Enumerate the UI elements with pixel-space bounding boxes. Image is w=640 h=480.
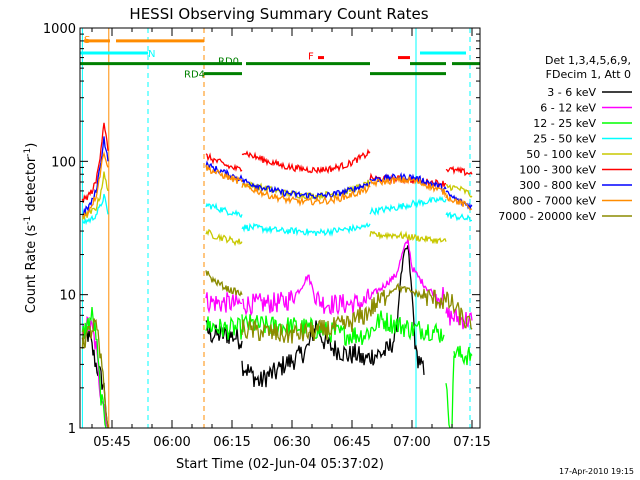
series-line-100-300-kev — [205, 152, 243, 172]
y-tick-label: 100 — [51, 155, 76, 170]
legend-header-2: FDecim 1, Att 0 — [546, 68, 631, 81]
x-tick-label: 07:15 — [453, 435, 490, 450]
series-line-25-50-kev — [81, 193, 109, 226]
x-tick-label: 06:45 — [333, 435, 370, 450]
x-tick-label: 06:00 — [153, 435, 190, 450]
status-flags — [80, 39, 480, 76]
series-line-800-7000-kev — [241, 182, 371, 207]
series-line-300-800-kev — [241, 177, 371, 200]
series-line-7000-20000-kev — [241, 282, 473, 344]
y-axis-label: Count Rate (s-1 detector-1) — [23, 143, 39, 314]
series-line-100-300-kev — [241, 148, 371, 175]
series-line-100-300-kev — [445, 165, 473, 177]
series-line-800-7000-kev — [445, 194, 473, 211]
x-tick-label: 05:45 — [93, 435, 130, 450]
legend-entries: 3 - 6 keV 6 - 12 keV 12 - 25 keV 25 - 50 ke… — [498, 86, 632, 223]
x-axis: 05:45 06:00 06:15 06:30 06:45 07:00 07:15 — [91, 28, 491, 450]
y-axis-label-end: ) — [24, 143, 39, 148]
legend: Det 1,3,4,5,6,9, FDecim 1, Att 0 3 - 6 k… — [498, 54, 632, 223]
y-axis-label-mid: detector — [24, 156, 39, 216]
vertical-markers — [81, 28, 471, 428]
series-line-25-50-kev — [241, 222, 371, 237]
legend-entry-label: 300 - 800 keV — [519, 179, 596, 192]
series-line-12-25-kev — [241, 310, 445, 346]
series-line-800-7000-kev — [81, 150, 109, 219]
y-axis-label-main: Count Rate (s — [24, 225, 39, 314]
legend-entry-label: 6 - 12 keV — [540, 102, 596, 115]
series-line-800-7000-kev — [369, 174, 447, 198]
series-line-50-100-kev — [369, 230, 447, 245]
legend-header-1: Det 1,3,4,5,6,9, — [545, 54, 631, 67]
flag-label-f: F — [308, 52, 314, 63]
y-axis-label-sup1: -1 — [23, 216, 33, 225]
x-tick-label: 06:30 — [273, 435, 310, 450]
x-tick-label: 07:00 — [393, 435, 430, 450]
y-tick-label: 10 — [59, 289, 76, 304]
series-line-3-6-kev — [205, 320, 243, 350]
x-tick-label: 06:15 — [213, 435, 250, 450]
series-line-7000-20000-kev — [81, 318, 109, 428]
legend-entry-label: 3 - 6 keV — [547, 86, 596, 99]
legend-entry-label: 7000 - 20000 keV — [498, 210, 596, 223]
flag-label-rd0: RD0 — [218, 57, 239, 68]
y-tick-label: 1 — [68, 422, 76, 437]
flag-label-n: N — [148, 49, 155, 60]
series-line-12-25-kev — [453, 345, 473, 366]
chart-title: HESSI Observing Summary Count Rates — [129, 5, 428, 23]
plot-frame — [79, 27, 481, 429]
series-line-7000-20000-kev — [205, 270, 243, 297]
series-line-6-12-kev — [445, 307, 473, 330]
y-axis: 1 10 100 1000 — [43, 22, 480, 437]
series-25-50-kev — [81, 193, 472, 237]
legend-entry-label: 50 - 100 keV — [526, 148, 596, 161]
series-line-50-100-kev — [205, 228, 243, 247]
series-line-300-800-kev — [205, 160, 243, 182]
series-line-50-100-kev — [445, 183, 473, 198]
legend-entry-label: 25 - 50 keV — [533, 133, 596, 146]
series-line-25-50-kev — [445, 211, 472, 222]
series-800-7000-kev — [81, 150, 473, 219]
series-line-6-12-kev — [241, 237, 445, 317]
series-line-25-50-kev — [369, 195, 447, 216]
legend-entry-label: 12 - 25 keV — [533, 117, 596, 130]
legend-entry-label: 800 - 7000 keV — [512, 195, 596, 208]
flag-label-s: S — [84, 35, 90, 46]
series-line-12-25-kev — [205, 316, 243, 340]
timestamp: 17-Apr-2010 19:15 — [559, 467, 634, 476]
series-line-25-50-kev — [205, 202, 243, 219]
series-line-50-100-kev — [81, 171, 109, 221]
y-tick-label: 1000 — [43, 22, 76, 37]
series-line-12-25-kev — [445, 355, 455, 428]
series-line-300-800-kev — [82, 136, 109, 217]
series-line-800-7000-kev — [205, 164, 243, 184]
series-7000-20000-kev — [81, 270, 473, 428]
series-line-100-300-kev — [81, 122, 109, 203]
status-flag-labels: S N RD0 RD4 F — [84, 35, 314, 81]
x-axis-label: Start Time (02-Jun-04 05:37:02) — [176, 457, 384, 472]
series-lines — [81, 122, 473, 428]
legend-entry-label: 100 - 300 keV — [519, 164, 596, 177]
flag-label-rd4: RD4 — [184, 70, 205, 81]
series-line-3-6-kev — [241, 245, 425, 388]
y-axis-label-sup2: -1 — [23, 148, 33, 157]
